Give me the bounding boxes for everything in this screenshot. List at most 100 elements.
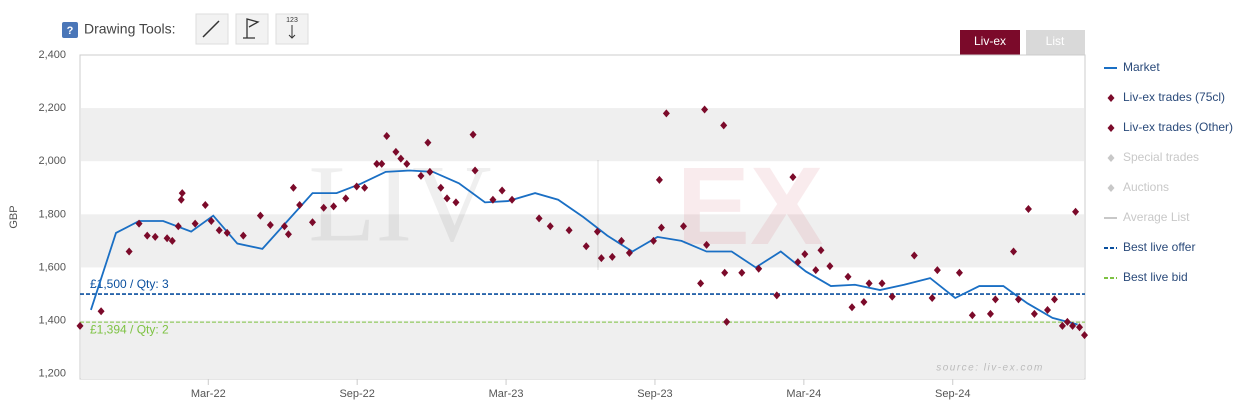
trade-point (789, 173, 797, 182)
x-tick-label: Mar-23 (489, 388, 524, 400)
grid-band (81, 108, 1084, 162)
trade-point (97, 307, 105, 316)
legend-symbol (1107, 94, 1115, 102)
reference-label: £1,394 / Qty: 2 (90, 322, 169, 336)
trade-point (1030, 309, 1038, 318)
trade-point (309, 218, 317, 227)
tool-line[interactable] (195, 13, 229, 45)
y-tick-label: 1,400 (38, 314, 66, 326)
trade-point (860, 297, 868, 306)
legend-label[interactable]: Average List (1123, 210, 1190, 224)
legend-symbol (1107, 124, 1115, 132)
trade-point (125, 247, 133, 256)
grid-band (81, 214, 1084, 268)
trade-point (443, 194, 451, 203)
trade-point (397, 154, 405, 163)
legend-label[interactable]: Liv-ex trades (Other) (1123, 120, 1233, 134)
tab-label: List (1046, 34, 1065, 48)
trade-point (655, 175, 663, 184)
trade-point (1014, 295, 1022, 304)
legend-label[interactable]: Best live bid (1123, 270, 1188, 284)
legend-label[interactable]: Special trades (1123, 150, 1199, 164)
trade-point (617, 236, 625, 245)
trade-point (535, 214, 543, 223)
trade-point (489, 195, 497, 204)
x-tick-label: Sep-23 (637, 388, 672, 400)
trade-point (378, 159, 386, 168)
trade-point (565, 226, 573, 235)
trade-point (844, 272, 852, 281)
market-line (90, 169, 1078, 326)
trade-point (697, 279, 705, 288)
trade-point (280, 222, 288, 231)
trade-point (403, 159, 411, 168)
y-tick-label: 2,400 (38, 49, 66, 61)
trade-point (721, 268, 729, 277)
trade-point (207, 216, 215, 225)
trade-point (910, 251, 918, 260)
trade-point (1050, 295, 1058, 304)
trade-point (801, 250, 809, 259)
trade-point (239, 231, 247, 240)
legend-label[interactable]: Liv-ex trades (75cl) (1123, 90, 1225, 104)
trade-point (320, 203, 328, 212)
trade-point (373, 159, 381, 168)
trade-point (817, 246, 825, 255)
watermark: EX (677, 145, 824, 268)
trade-point (342, 194, 350, 203)
trade-point (649, 236, 657, 245)
trade-point (498, 186, 506, 195)
trade-point (168, 236, 176, 245)
trade-point (426, 167, 434, 176)
trade-point (625, 248, 633, 257)
trade-point (284, 230, 292, 239)
legend-label[interactable]: Auctions (1123, 180, 1169, 194)
trade-point (608, 252, 616, 261)
trade-point (1072, 207, 1080, 216)
trade-point (178, 189, 186, 198)
plot: LIV EX 1,200 1,400 1,600 1,800 2,000 2,200 2,400… (8, 49, 1089, 400)
trade-point (201, 201, 209, 210)
trade-point (296, 201, 304, 210)
y-axis-label: GBP (8, 205, 20, 228)
tool-flag[interactable] (235, 13, 269, 45)
trade-point (424, 138, 432, 147)
trade-point (928, 294, 936, 302)
trade-point (933, 266, 941, 275)
trade-point (657, 223, 665, 232)
x-tick-label: Sep-22 (339, 388, 374, 400)
legend-label[interactable]: Best live offer (1123, 240, 1195, 254)
trade-point (546, 222, 554, 231)
tab-list[interactable] (1026, 30, 1085, 56)
trade-point (143, 231, 151, 240)
trade-point (1024, 205, 1032, 214)
trade-point (471, 166, 479, 175)
source-note: source: liv-ex.com (936, 363, 1044, 374)
tool-label[interactable]: 123 (275, 13, 309, 45)
trade-point (392, 147, 400, 156)
tab-livex[interactable] (960, 30, 1020, 56)
trade-point (1081, 331, 1089, 340)
legend-symbol (1107, 184, 1115, 192)
trade-point (417, 171, 425, 180)
tab-label: Liv-ex (974, 34, 1006, 48)
trade-point (679, 222, 687, 231)
tool-box[interactable] (275, 13, 309, 45)
trade-point (1044, 305, 1052, 314)
tool-box[interactable] (235, 13, 269, 45)
trade-point (703, 240, 711, 249)
trade-point (191, 219, 199, 228)
trade-point (701, 105, 709, 114)
help-icon[interactable] (62, 22, 78, 38)
trade-point (955, 268, 963, 277)
trade-point (289, 183, 297, 192)
grid-band (81, 320, 1084, 379)
trade-point (452, 198, 460, 207)
legend-label[interactable]: Market (1123, 60, 1160, 74)
trade-point (865, 279, 873, 288)
trade-point (223, 228, 231, 237)
trade-point (755, 264, 763, 273)
x-tick-label: Sep-24 (935, 388, 970, 400)
tool-icon (202, 20, 220, 38)
